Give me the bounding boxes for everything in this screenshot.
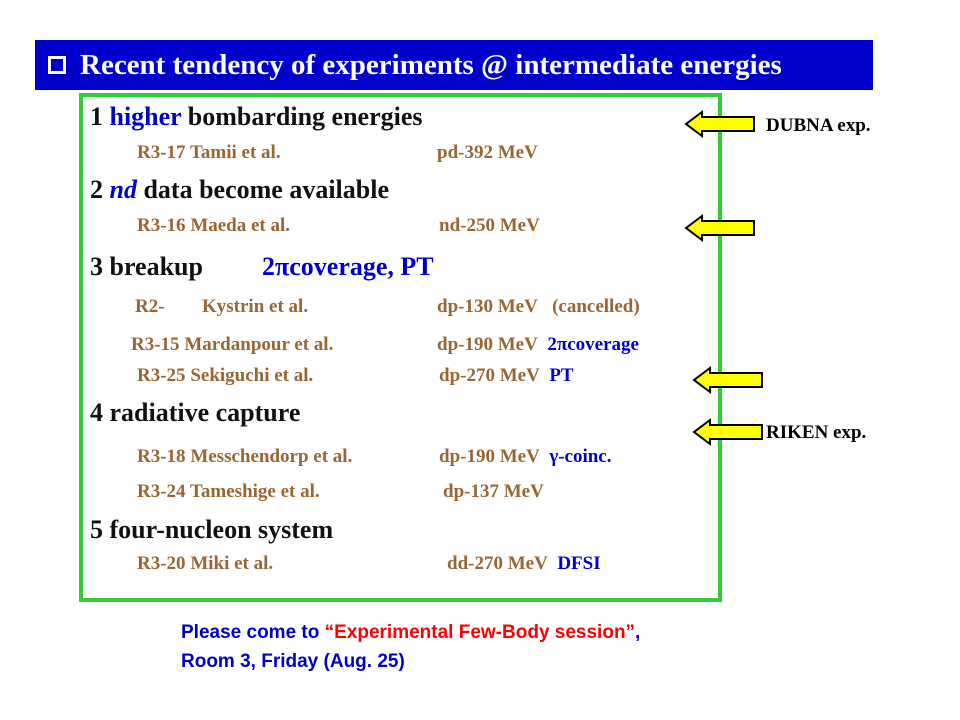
left-arrow-icon <box>684 110 755 138</box>
experiment-reaction: nd-250 MeV <box>439 215 540 236</box>
square-bullet-icon <box>48 56 66 74</box>
item-3-heading: 3 breakup <box>90 252 203 281</box>
riken-label: RIKEN exp. <box>766 422 867 443</box>
content-box <box>79 93 722 602</box>
experiment-reaction: dp-137 MeV <box>443 481 544 502</box>
experiment-row: R3-15 Mardanpour et al. <box>131 334 334 355</box>
experiment-reaction: dp-270 MeV PT <box>439 365 574 386</box>
experiment-reaction: dp-190 MeV 2πcoverage <box>437 334 639 355</box>
experiment-id: R2- <box>135 296 165 317</box>
experiment-reaction: pd-392 MeV <box>437 142 538 163</box>
item-2-heading: 2 nd data become available <box>90 175 389 204</box>
experiment-row: R3-16 Maeda et al. <box>137 215 291 236</box>
experiment-reaction: dp-130 MeV (cancelled) <box>437 296 640 317</box>
footer-line-2: Room 3, Friday (Aug. 25) <box>181 651 405 672</box>
experiment-row: R3-18 Messchendorp et al. <box>137 446 353 467</box>
item-3-extra: 2πcoverage, PT <box>262 252 434 281</box>
experiment-row: R3-24 Tameshige et al. <box>137 481 320 502</box>
item-5-heading: 5 four-nucleon system <box>90 515 334 544</box>
left-arrow-icon <box>692 418 763 446</box>
item-4-heading: 4 radiative capture <box>90 398 301 427</box>
dubna-label: DUBNA exp. <box>766 115 871 136</box>
left-arrow-icon <box>692 366 763 394</box>
left-arrow-icon <box>684 214 755 242</box>
experiment-row: R3-25 Sekiguchi et al. <box>137 365 314 386</box>
slide-title: Recent tendency of experiments @ interme… <box>80 48 782 81</box>
title-bar: Recent tendency of experiments @ interme… <box>35 40 873 90</box>
item-1-heading: 1 higher bombarding energies <box>90 102 423 131</box>
experiment-reaction: dd-270 MeV DFSI <box>447 553 601 574</box>
experiment-row: R3-17 Tamii et al. <box>137 142 281 163</box>
footer-line-1: Please come to “Experimental Few-Body se… <box>181 622 641 643</box>
experiment-reaction: dp-190 MeV γ-coinc. <box>439 446 612 467</box>
experiment-row: R3-20 Miki et al. <box>137 553 274 574</box>
experiment-authors: Kystrin et al. <box>202 296 309 317</box>
